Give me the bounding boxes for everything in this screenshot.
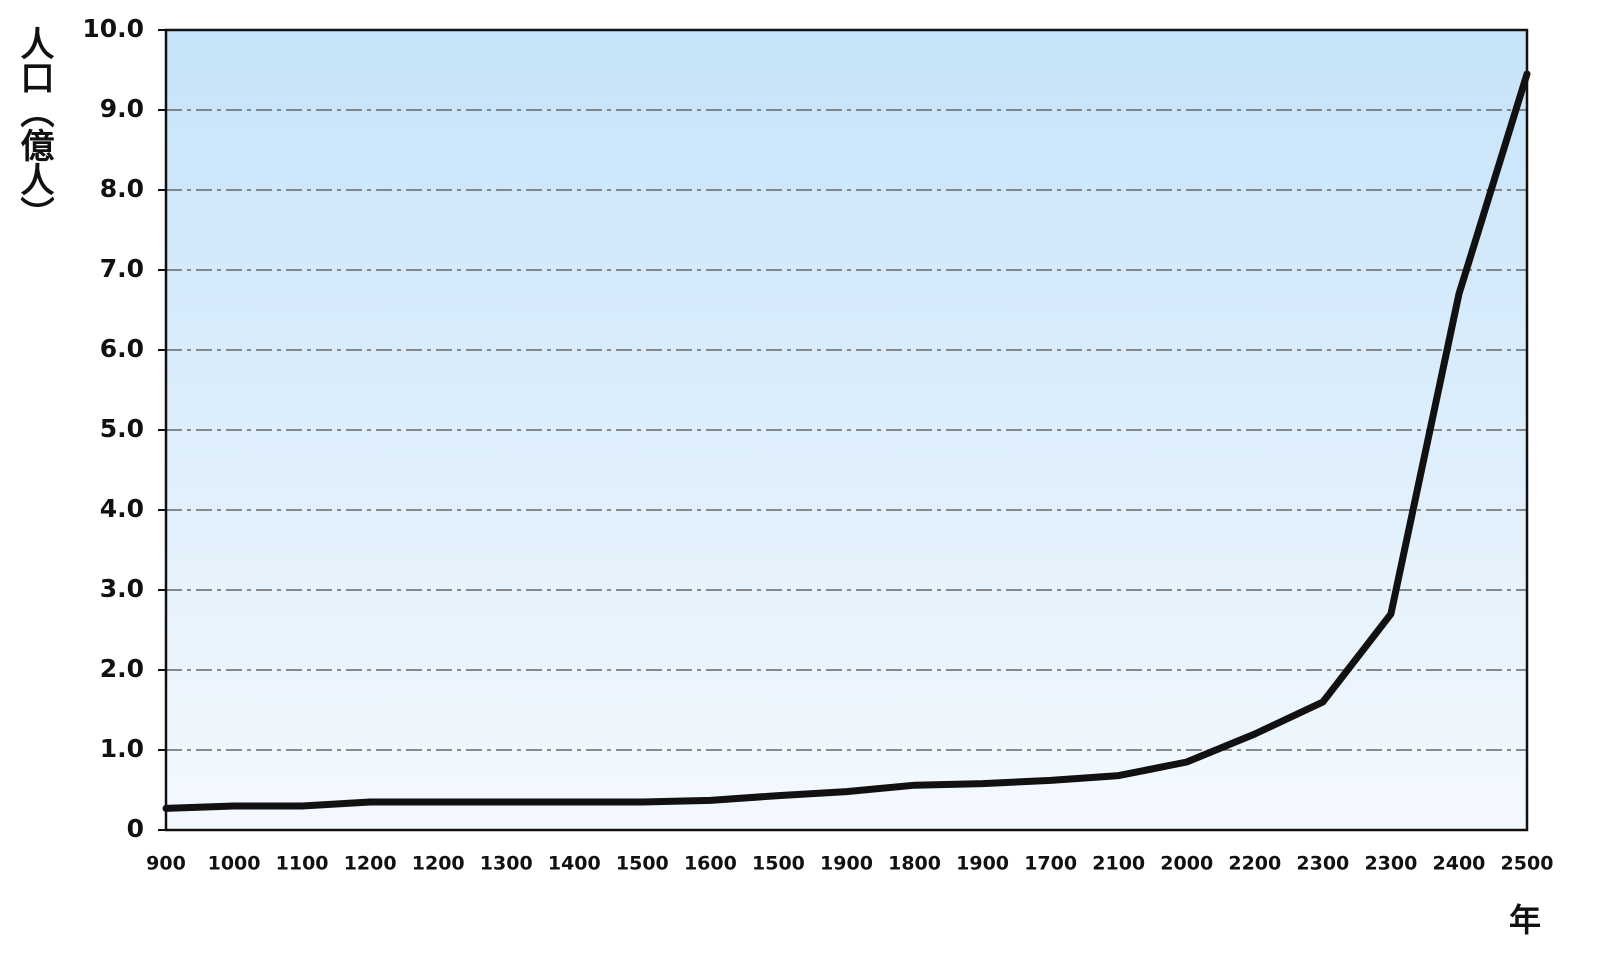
- data-line: [162, 70, 1531, 812]
- y-tick-label: 10.0: [82, 14, 144, 43]
- y-tick-label: 2.0: [100, 654, 144, 683]
- y-tick-label: 9.0: [100, 94, 144, 123]
- x-tick-label: 1800: [888, 853, 941, 875]
- x-tick-label: 1500: [752, 853, 805, 875]
- x-axis-label: 年: [1509, 901, 1541, 939]
- x-tick-label: 2500: [1501, 853, 1554, 875]
- x-tick-label: 2100: [1092, 853, 1145, 875]
- x-tick-label: 2300: [1364, 853, 1417, 875]
- x-tick-label: 2300: [1296, 853, 1349, 875]
- y-axis-label: 人口（億人）: [14, 26, 54, 230]
- x-tick-label: 1700: [1024, 853, 1077, 875]
- x-tick-label: 1900: [956, 853, 1009, 875]
- y-tick-label: 4.0: [100, 494, 144, 523]
- x-tick-label: 1500: [616, 853, 669, 875]
- x-tick-label: 2000: [1160, 853, 1213, 875]
- x-tick-label: 1100: [276, 853, 329, 875]
- x-tick-label: 2400: [1433, 853, 1486, 875]
- y-tick-label: 1.0: [100, 734, 144, 763]
- y-tick-label: 7.0: [100, 254, 144, 283]
- x-tick-label: 1000: [208, 853, 261, 875]
- x-tick-label: 900: [146, 853, 186, 875]
- y-tick-label: 3.0: [100, 574, 144, 603]
- x-tick-label: 1400: [548, 853, 601, 875]
- x-tick-label: 1200: [412, 853, 465, 875]
- y-tick-label: 5.0: [100, 414, 144, 443]
- x-tick-label: 2200: [1228, 853, 1281, 875]
- y-tick-label: 0: [127, 814, 144, 843]
- x-tick-label: 1600: [684, 853, 737, 875]
- x-tick-label: 1300: [480, 853, 533, 875]
- plot-frame: [164, 28, 1529, 832]
- y-tick-label: 8.0: [100, 174, 144, 203]
- x-tick-label: 1200: [344, 853, 397, 875]
- y-tick-label: 6.0: [100, 334, 144, 363]
- x-tick-label: 1900: [820, 853, 873, 875]
